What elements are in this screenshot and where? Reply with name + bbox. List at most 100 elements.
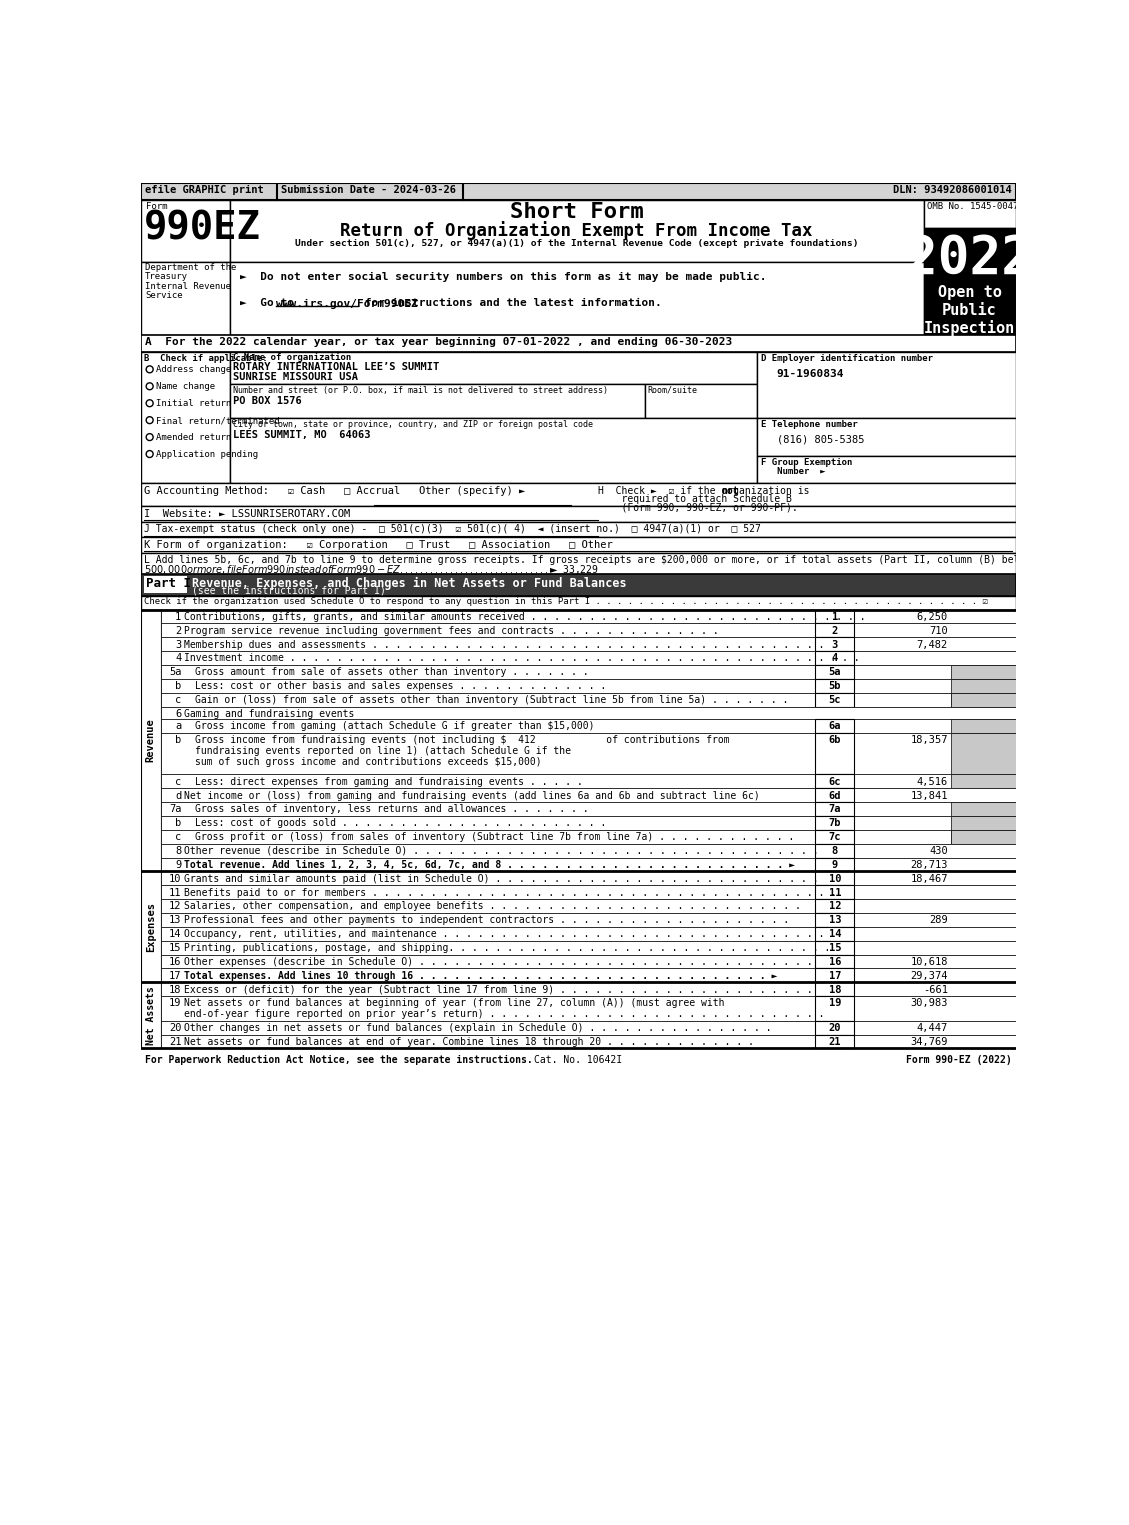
Text: PO BOX 1576: PO BOX 1576: [233, 395, 301, 406]
Text: b: b: [175, 819, 182, 828]
Text: for instructions and the latest information.: for instructions and the latest informat…: [358, 299, 662, 308]
Text: 8: 8: [832, 846, 838, 856]
Bar: [160, 637, 1016, 651]
Bar: [141, 552, 1016, 573]
Text: 1: 1: [175, 612, 182, 622]
Text: Less: direct expenses from gaming and fundraising events . . . . .: Less: direct expenses from gaming and fu…: [195, 776, 583, 787]
Text: 6d: 6d: [829, 790, 841, 801]
Bar: [160, 982, 1016, 996]
Bar: [160, 624, 1016, 637]
Text: ►  Go to: ► Go to: [240, 299, 301, 308]
Bar: [815, 692, 855, 706]
Text: Gross sales of inventory, less returns and allowances . . . . . . .: Gross sales of inventory, less returns a…: [195, 804, 589, 814]
Text: Open to
Public
Inspection: Open to Public Inspection: [924, 285, 1015, 337]
Bar: [141, 537, 1016, 552]
Bar: [160, 734, 1016, 775]
Bar: [815, 927, 855, 941]
Text: Revenue, Expenses, and Changes in Net Assets or Fund Balances: Revenue, Expenses, and Changes in Net As…: [192, 578, 627, 590]
Text: 7,482: 7,482: [917, 639, 948, 650]
Bar: [160, 955, 1016, 968]
Text: 4: 4: [832, 654, 838, 663]
Text: 17: 17: [829, 971, 841, 981]
Text: 20: 20: [829, 1023, 841, 1032]
Text: B  Check if applicable:: B Check if applicable:: [145, 354, 268, 363]
Bar: [230, 418, 758, 482]
Bar: [141, 262, 230, 334]
Text: Number  ►: Number ►: [761, 467, 825, 476]
Text: c: c: [175, 776, 182, 787]
Text: Check if the organization used Schedule O to respond to any question in this Par: Check if the organization used Schedule …: [145, 598, 988, 607]
Bar: [924, 278, 1016, 334]
Text: Treasury: Treasury: [145, 273, 189, 281]
Text: City or town, state or province, country, and ZIP or foreign postal code: City or town, state or province, country…: [233, 421, 593, 429]
Bar: [815, 884, 855, 900]
Bar: [141, 871, 160, 982]
Text: 29,374: 29,374: [910, 971, 948, 981]
Text: 4: 4: [175, 654, 182, 663]
Text: Application pending: Application pending: [156, 450, 257, 459]
Text: Short Form: Short Form: [510, 203, 644, 223]
Text: Gaming and fundraising events: Gaming and fundraising events: [184, 709, 355, 718]
Text: 10: 10: [829, 874, 841, 883]
Text: 7c: 7c: [829, 833, 841, 842]
Bar: [160, 788, 1016, 802]
Text: C Name of organization: C Name of organization: [233, 354, 351, 361]
Text: 11: 11: [169, 888, 182, 898]
Text: required to attach Schedule B: required to attach Schedule B: [598, 494, 793, 505]
Bar: [160, 816, 1016, 830]
Text: LEES SUMMIT, MO  64063: LEES SUMMIT, MO 64063: [233, 430, 370, 441]
Bar: [160, 665, 1016, 679]
Bar: [951, 775, 1016, 788]
Text: H  Check ►  ☑ if the organization is: H Check ► ☑ if the organization is: [598, 485, 816, 496]
Text: -661: -661: [922, 985, 948, 994]
Text: L Add lines 5b, 6c, and 7b to line 9 to determine gross receipts. If gross recei: L Add lines 5b, 6c, and 7b to line 9 to …: [145, 555, 1061, 564]
Text: d: d: [175, 790, 182, 801]
Bar: [951, 679, 1016, 692]
Text: 18: 18: [829, 985, 841, 994]
Text: 18,357: 18,357: [910, 735, 948, 746]
Text: 28,713: 28,713: [910, 860, 948, 869]
Text: 16: 16: [169, 956, 182, 967]
Text: 7a: 7a: [829, 804, 841, 814]
Text: 1: 1: [832, 612, 838, 622]
Text: 5a: 5a: [169, 668, 182, 677]
Bar: [160, 610, 1016, 624]
Text: Net assets or fund balances at end of year. Combine lines 18 through 20 . . . . : Net assets or fund balances at end of ye…: [184, 1037, 754, 1048]
Text: Gross income from gaming (attach Schedule G if greater than $15,000): Gross income from gaming (attach Schedul…: [195, 721, 595, 730]
Bar: [815, 1020, 855, 1034]
Bar: [815, 968, 855, 982]
Text: b: b: [175, 735, 182, 746]
Bar: [815, 900, 855, 913]
Text: SUNRISE MISSOURI USA: SUNRISE MISSOURI USA: [233, 372, 358, 381]
Bar: [815, 637, 855, 651]
Bar: [145, 576, 187, 593]
Bar: [230, 200, 924, 262]
Text: 13: 13: [829, 915, 841, 926]
Text: Grants and similar amounts paid (list in Schedule O) . . . . . . . . . . . . . .: Grants and similar amounts paid (list in…: [184, 874, 819, 883]
Text: D Employer identification number: D Employer identification number: [761, 354, 934, 363]
Text: Room/suite: Room/suite: [647, 386, 698, 395]
Text: 91-1960834: 91-1960834: [777, 369, 844, 380]
Text: Less: cost or other basis and sales expenses . . . . . . . . . . . . .: Less: cost or other basis and sales expe…: [195, 682, 606, 691]
Text: Expenses: Expenses: [146, 901, 156, 952]
Text: not: not: [721, 485, 738, 496]
Bar: [160, 884, 1016, 900]
Bar: [951, 802, 1016, 816]
Text: c: c: [175, 833, 182, 842]
Text: Amended return: Amended return: [156, 433, 231, 442]
Bar: [645, 384, 758, 418]
Text: Cat. No. 10642I: Cat. No. 10642I: [534, 1055, 622, 1064]
Bar: [230, 384, 645, 418]
Text: 430: 430: [929, 846, 948, 856]
Bar: [758, 352, 1016, 418]
Text: J Tax-exempt status (check only one) -  □ 501(c)(3)  ☑ 501(c)( 4)  ◄ (insert no.: J Tax-exempt status (check only one) - □…: [145, 525, 761, 534]
Bar: [160, 775, 1016, 788]
Text: b: b: [175, 682, 182, 691]
Text: 30,983: 30,983: [910, 999, 948, 1008]
Text: 7a: 7a: [169, 804, 182, 814]
Text: 6: 6: [175, 709, 182, 718]
Bar: [160, 830, 1016, 843]
Text: 9: 9: [175, 860, 182, 869]
Bar: [815, 651, 855, 665]
Bar: [141, 200, 230, 262]
